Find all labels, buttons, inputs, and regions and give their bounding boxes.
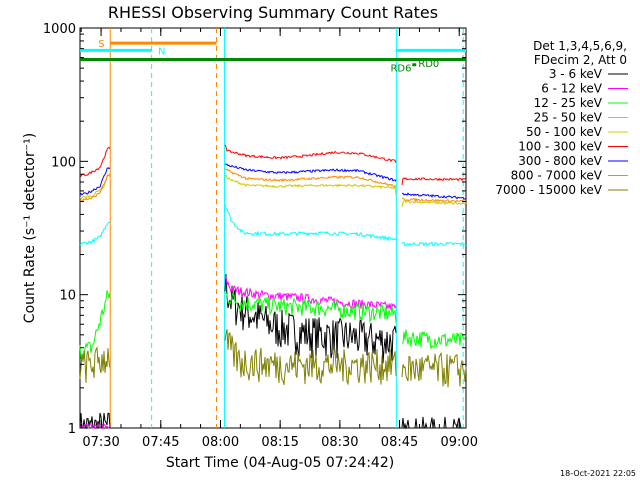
y-tick-label: 1 <box>68 422 76 437</box>
x-tick-label: 08:45 <box>381 435 418 450</box>
legend-label: 25 - 50 keV <box>534 111 603 125</box>
x-tick-label: 08:30 <box>321 435 358 450</box>
legend-label: 7000 - 15000 keV <box>495 183 602 197</box>
series-line-1 <box>79 275 397 430</box>
series-line-7 <box>79 168 466 203</box>
y-axis-label: Count Rate (s⁻¹ detector⁻¹) <box>22 133 38 323</box>
x-tick-label: 07:45 <box>142 435 179 450</box>
legend-label: 800 - 7000 keV <box>511 169 603 183</box>
legend-header-2: FDecim 2, Att 0 <box>534 53 627 67</box>
flag-label-rd6: RD6 <box>390 64 411 75</box>
x-tick-label: 07:30 <box>82 435 119 450</box>
series-line-6 <box>79 163 467 200</box>
x-tick-label: 09:00 <box>441 435 478 450</box>
y-tick-label: 1000 <box>43 22 76 37</box>
series-line-5 <box>79 144 467 186</box>
legend-label: 100 - 300 keV <box>518 140 602 154</box>
x-tick-label: 08:00 <box>202 435 239 450</box>
series-line-3 <box>79 204 467 247</box>
legend-label: 12 - 25 keV <box>534 96 603 110</box>
legend-header-1: Det 1,3,4,5,6,9, <box>533 39 627 53</box>
legend-label: 3 - 6 keV <box>549 67 603 81</box>
flag-label-rd0: RD0 <box>418 59 439 70</box>
legend-label: 6 - 12 keV <box>541 82 603 96</box>
series-line-8 <box>79 329 467 388</box>
flag-label-s: S <box>98 39 104 50</box>
legend-label: 50 - 100 keV <box>526 125 603 139</box>
legend: Det 1,3,4,5,6,9, FDecim 2, Att 0 3 - 6 k… <box>495 39 628 197</box>
y-tick-label: 100 <box>51 155 76 170</box>
flag-label-n: N <box>158 46 165 57</box>
chart-title: RHESSI Observing Summary Count Rates <box>108 3 438 22</box>
series-line-0 <box>79 273 466 430</box>
x-tick-label: 08:15 <box>261 435 298 450</box>
series-line-2 <box>79 290 467 360</box>
legend-label: 300 - 800 keV <box>518 154 602 168</box>
generation-timestamp: 18-Oct-2021 22:05 <box>560 469 636 478</box>
y-tick-label: 10 <box>59 289 76 304</box>
x-axis-label: Start Time (04-Aug-05 07:24:42) <box>166 455 394 471</box>
